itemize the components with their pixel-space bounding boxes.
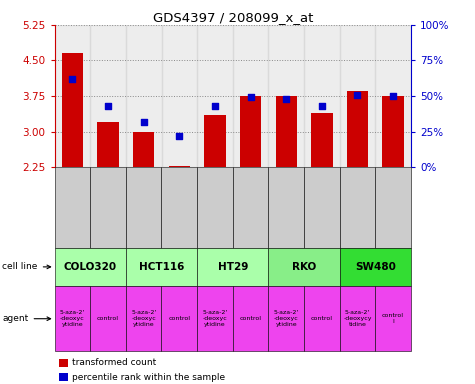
Bar [311, 113, 332, 167]
Bar [169, 166, 190, 167]
Bar [340, 248, 411, 286]
Bar [162, 167, 197, 248]
Bar [197, 286, 233, 351]
Text: COLO320: COLO320 [64, 262, 117, 272]
Bar [162, 25, 197, 167]
Bar [204, 115, 226, 167]
Text: percentile rank within the sample: percentile rank within the sample [72, 372, 225, 382]
Bar [268, 25, 304, 167]
Bar [304, 286, 340, 351]
Bar [276, 96, 297, 167]
Bar [197, 167, 233, 248]
Text: 5-aza-2'
-deoxyc
ytidine: 5-aza-2' -deoxyc ytidine [131, 310, 156, 327]
Bar [240, 96, 261, 167]
Bar [90, 167, 126, 248]
Bar [304, 167, 340, 248]
Bar [197, 25, 233, 167]
Bar [268, 248, 340, 286]
Bar [268, 286, 304, 351]
Point [390, 93, 397, 99]
Text: HT29: HT29 [218, 262, 248, 272]
Text: agent: agent [2, 314, 51, 323]
Bar [162, 286, 197, 351]
Bar [233, 167, 268, 248]
Text: transformed count: transformed count [72, 358, 156, 367]
Point [282, 96, 290, 102]
Text: control: control [168, 316, 190, 321]
Bar [126, 167, 162, 248]
Bar [55, 248, 126, 286]
Bar [133, 131, 154, 167]
Bar [90, 25, 126, 167]
Text: control
l: control l [382, 313, 404, 324]
Bar [233, 286, 268, 351]
Point [353, 91, 361, 98]
Bar [347, 91, 368, 167]
Text: RKO: RKO [292, 262, 316, 272]
Bar [59, 373, 68, 381]
Bar [90, 286, 126, 351]
Bar [233, 25, 268, 167]
Point [247, 94, 255, 101]
Point [211, 103, 218, 109]
Text: cell line: cell line [2, 262, 51, 271]
Point [176, 133, 183, 139]
Text: 5-aza-2'
-deoxycy
tidine: 5-aza-2' -deoxycy tidine [343, 310, 371, 327]
Point [104, 103, 112, 109]
Text: control: control [97, 316, 119, 321]
Text: 5-aza-2'
-deoxyc
ytidine: 5-aza-2' -deoxyc ytidine [202, 310, 228, 327]
Bar [304, 25, 340, 167]
Bar [375, 25, 411, 167]
Bar [268, 167, 304, 248]
Point [68, 76, 76, 82]
Bar [382, 96, 404, 167]
Text: HCT116: HCT116 [139, 262, 184, 272]
Text: control: control [239, 316, 262, 321]
Bar [126, 25, 162, 167]
Bar [126, 248, 197, 286]
Point [140, 119, 147, 125]
Bar [197, 248, 268, 286]
Bar [55, 167, 90, 248]
Title: GDS4397 / 208099_x_at: GDS4397 / 208099_x_at [152, 11, 313, 24]
Bar [55, 25, 90, 167]
Bar [126, 286, 162, 351]
Bar [55, 286, 90, 351]
Bar [340, 167, 375, 248]
Bar [59, 359, 68, 367]
Bar [340, 286, 375, 351]
Bar [375, 167, 411, 248]
Text: 5-aza-2'
-deoxyc
ytidine: 5-aza-2' -deoxyc ytidine [274, 310, 299, 327]
Bar [97, 122, 119, 167]
Text: control: control [311, 316, 333, 321]
Point [318, 103, 326, 109]
Bar [62, 53, 83, 167]
Text: 5-aza-2'
-deoxyc
ytidine: 5-aza-2' -deoxyc ytidine [60, 310, 85, 327]
Text: SW480: SW480 [355, 262, 396, 272]
Bar [340, 25, 375, 167]
Bar [375, 286, 411, 351]
